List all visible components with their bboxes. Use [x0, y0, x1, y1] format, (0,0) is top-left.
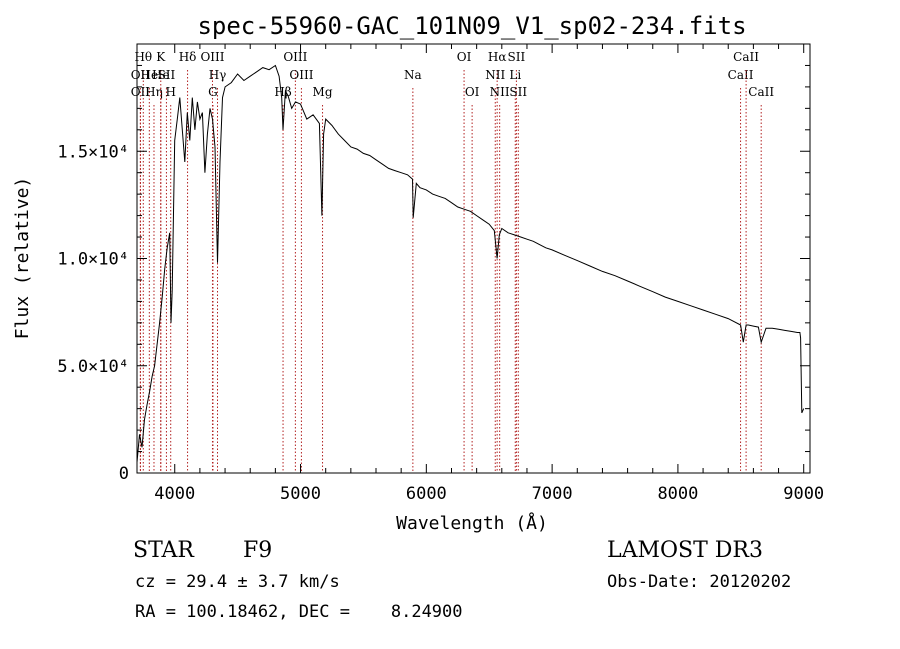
- series-line-spectrum: [136, 64, 805, 463]
- x-tick-label: 7000: [532, 484, 573, 504]
- spectral-line-label: OII: [131, 85, 151, 99]
- x-tick-label: 6000: [406, 484, 447, 504]
- chart-title: spec-55960-GAC_101N09_V1_sp02-234.fits: [197, 12, 746, 40]
- spectral-line-label: CaII: [733, 50, 759, 64]
- spectral-line-label: NII: [490, 85, 510, 99]
- spectral-line-label: Hα: [488, 50, 507, 64]
- spectral-line-label: CaII: [748, 85, 774, 99]
- observation-date: Obs-Date: 20120202: [607, 572, 792, 592]
- coordinates: RA = 100.18462, DEC = 8.24900: [135, 602, 463, 622]
- spectral-line-label: Mg: [313, 85, 333, 99]
- redshift-cz: cz = 29.4 ± 3.7 km/s: [135, 572, 340, 592]
- spectral-line-label: H: [165, 85, 175, 99]
- spectral-line-label: OIII: [283, 50, 307, 64]
- spectral-line-label: Hδ: [179, 50, 197, 64]
- y-tick-label: 0: [119, 464, 129, 484]
- spectral-line-label: NII: [485, 68, 505, 82]
- spectral-line-label: OI: [465, 85, 480, 99]
- x-tick-label: 5000: [280, 484, 321, 504]
- spectral-line-label: OII: [131, 68, 151, 82]
- series-layer: [136, 64, 805, 463]
- x-tick-label: 8000: [657, 484, 698, 504]
- spectral-line-label: He: [152, 68, 170, 82]
- y-tick-label: 1.5×10⁴: [57, 142, 129, 162]
- spectral-line-label: OIII: [200, 50, 224, 64]
- spectral-line-label: SII: [508, 50, 526, 64]
- spectral-line-label: Hγ: [209, 68, 227, 82]
- spectral-line-label: Li: [509, 68, 521, 82]
- x-axis-label: Wavelength (Å): [396, 512, 548, 534]
- spectral-line-label: SII: [158, 68, 176, 82]
- survey-name: LAMOST DR3: [607, 538, 763, 563]
- spectral-line-label: OIII: [289, 68, 313, 82]
- ticks-layer: 4000 5000 6000 7000 8000 9000 0 5.0×10⁴ 1.0×10⁴ 1…: [57, 44, 824, 504]
- spectral-line-label: G: [208, 85, 218, 99]
- x-tick-label: 9000: [783, 484, 824, 504]
- spectral-line-label: Hβ: [274, 85, 291, 99]
- spectral-line-label: CaII: [728, 68, 754, 82]
- y-tick-label: 5.0×10⁴: [57, 357, 129, 377]
- plot-frame: [136, 43, 811, 474]
- object-class: STAR: [133, 538, 194, 563]
- spectral-line-label: K: [156, 50, 166, 64]
- object-subclass: F9: [243, 538, 273, 563]
- y-axis-label: Flux (relative): [12, 177, 33, 340]
- spectral-line-label: OI: [457, 50, 472, 64]
- spectral-line-label: Na: [404, 68, 422, 82]
- spectral-line-label: Hη: [145, 85, 163, 99]
- spectral-line-label: He: [141, 68, 159, 82]
- spectral-line-label: SII: [509, 85, 527, 99]
- spectral-line-label: Hθ: [134, 50, 152, 64]
- y-tick-label: 1.0×10⁴: [57, 250, 129, 270]
- x-tick-label: 4000: [154, 484, 195, 504]
